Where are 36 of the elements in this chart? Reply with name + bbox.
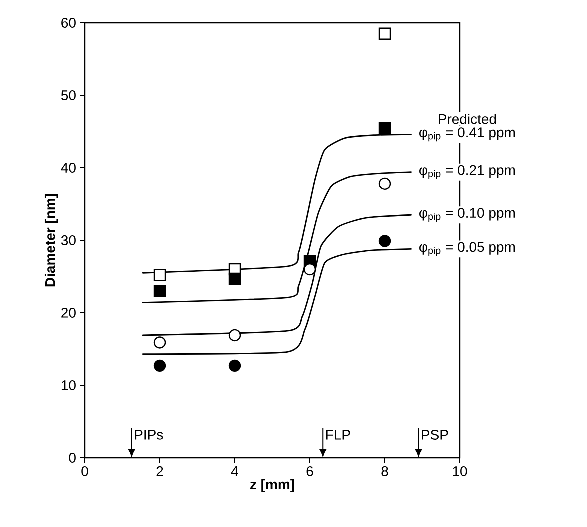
legend-title: Predicted <box>439 114 496 124</box>
point <box>378 178 392 190</box>
x-tick-label: 0 <box>82 466 88 476</box>
point <box>154 285 166 298</box>
point <box>304 263 316 276</box>
point <box>228 329 242 342</box>
y-tick-label: 0 <box>69 453 76 463</box>
point <box>378 122 392 134</box>
x-tick-label: 10 <box>453 466 468 476</box>
point <box>378 235 392 248</box>
y-axis-title: Diameter [nm] <box>44 194 58 287</box>
series-label: φ$_{pip}$ = 0.05 ppm <box>420 242 515 256</box>
series-label: φ$_{pip}$ = 0.21 ppm <box>420 165 515 180</box>
ref-line-label: FLP <box>326 430 350 440</box>
point <box>154 269 166 282</box>
x-tick-label: 6 <box>306 466 314 476</box>
y-tick-label: 60 <box>62 18 76 28</box>
series-label: φ$_{pip}$ = 0.41 ppm <box>420 128 515 142</box>
point <box>378 28 392 40</box>
x-axis-title: z [mm] <box>250 479 294 492</box>
line-series <box>142 172 412 304</box>
y-tick-label: 40 <box>61 163 76 173</box>
series-label: φ$_{pip}$ = 0.10 ppm <box>420 208 515 222</box>
point <box>228 360 242 372</box>
x-tick-label: 8 <box>382 466 388 476</box>
ref-line-label: PSP <box>422 430 448 440</box>
y-tick-label: 50 <box>61 90 76 100</box>
y-tick-label: 20 <box>62 308 76 318</box>
point <box>154 360 166 372</box>
x-tick-label: 4 <box>231 466 238 476</box>
y-tick-label: 30 <box>61 236 76 246</box>
x-tick-label: 2 <box>156 466 164 476</box>
y-tick-label: 10 <box>62 380 76 390</box>
point <box>154 336 166 349</box>
point <box>228 272 242 286</box>
ref-line-label: PIPs <box>135 430 164 440</box>
